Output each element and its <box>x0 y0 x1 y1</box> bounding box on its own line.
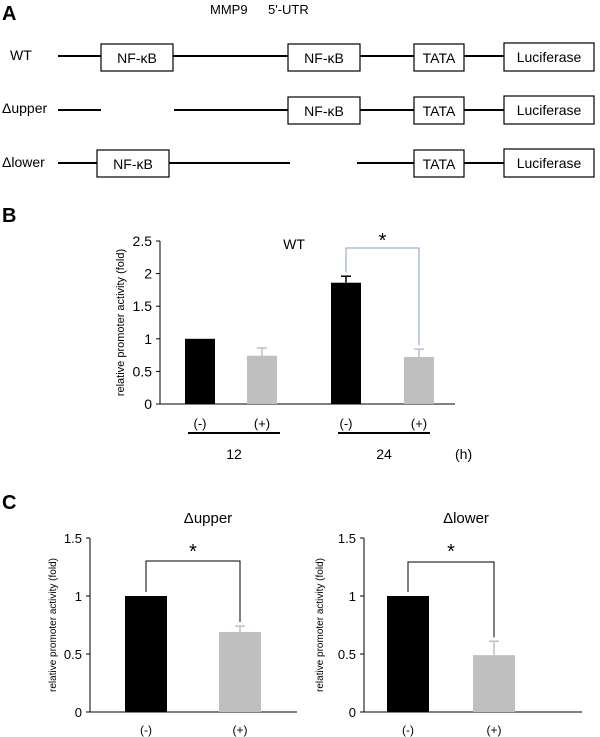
bar <box>185 338 215 404</box>
tata-box <box>413 149 465 178</box>
x-tick-label: (+) <box>487 723 502 737</box>
bar <box>125 596 167 712</box>
luciferase-box-label: Luciferase <box>517 155 582 171</box>
nfkb-box-label: NF-κB <box>304 50 344 66</box>
luciferase-box-label: Luciferase <box>517 102 582 118</box>
luciferase-box-label: Luciferase <box>517 49 582 65</box>
panel-label-c: C <box>2 492 16 514</box>
y-tick-label: 1 <box>144 331 152 347</box>
luciferase-box <box>503 95 595 125</box>
construct-row-delta-upper: Δupper NF-κB TATA Luciferase <box>2 95 595 125</box>
construct-row-delta-lower: Δlower NF-κB TATA Luciferase <box>2 148 595 178</box>
tata-box-label: TATA <box>423 103 456 119</box>
significance-bracket <box>407 561 495 638</box>
construct-label: Δupper <box>2 100 47 116</box>
x-tick-label: (-) <box>340 416 353 431</box>
panel-label-b: B <box>2 205 16 227</box>
y-tick-label: 0.5 <box>64 647 82 662</box>
bar <box>247 355 277 404</box>
chart-delta-upper: 0 0.5 1 1.5 relative promoter activity (fold… <box>48 510 297 737</box>
construct-label: WT <box>10 47 32 63</box>
x-tick-label: (-) <box>194 416 207 431</box>
significance-star: * <box>189 541 197 563</box>
x-tick-label: (+) <box>233 723 248 737</box>
y-tick-label: 1.5 <box>133 298 153 314</box>
y-tick-label: 1 <box>75 589 82 604</box>
y-tick-label: 1.5 <box>64 531 82 546</box>
significance-bracket <box>145 560 241 623</box>
chart-title: Δlower <box>443 510 489 527</box>
y-tick-label: 2.5 <box>133 233 153 249</box>
y-tick-label: 2 <box>144 266 152 282</box>
chart-title: Δupper <box>184 510 232 527</box>
y-tick-label: 0 <box>144 396 152 412</box>
y-tick-label: 0.5 <box>338 647 356 662</box>
x-tick-label: (-) <box>140 723 152 737</box>
tata-box <box>413 43 465 72</box>
bar <box>219 631 261 712</box>
significance-star: * <box>447 541 455 563</box>
bar <box>387 596 429 712</box>
y-axis-title: relative promoter activity (fold) <box>115 249 127 396</box>
panel-label-a: A <box>2 3 16 25</box>
significance-bracket <box>345 247 420 346</box>
x-tick-label: (+) <box>254 416 270 431</box>
nfkb-box <box>100 43 174 72</box>
chart-wt: 0 0.5 1 1.5 2 2.5 relative promoter activity (… <box>115 230 455 431</box>
bar <box>473 655 515 712</box>
nfkb-box <box>287 96 361 125</box>
bar <box>404 357 434 404</box>
luciferase-box <box>503 148 595 178</box>
y-tick-label: 0 <box>75 705 82 720</box>
nfkb-box-label: NF-κB <box>113 156 153 172</box>
y-tick-label: 0 <box>349 705 356 720</box>
y-axis-title: relative promoter activity (fold) <box>48 558 59 692</box>
construct-header-utr: 5'-UTR <box>268 2 309 17</box>
x-tick-label: (+) <box>411 416 427 431</box>
group-label-12h: 12 <box>226 446 242 462</box>
significance-star: * <box>379 230 387 252</box>
time-group-labels: 12 24 (h) <box>188 432 472 462</box>
y-tick-label: 1 <box>349 589 356 604</box>
tata-box <box>413 96 465 125</box>
group-label-24h: 24 <box>376 446 392 462</box>
chart-title: WT <box>283 236 305 252</box>
y-axis-title: relative promoter activity (fold) <box>315 558 326 692</box>
nfkb-box <box>96 149 170 178</box>
bar <box>331 282 361 404</box>
chart-delta-lower: 0 0.5 1 1.5 relative promoter activity (fold… <box>315 510 582 737</box>
construct-label: Δlower <box>2 154 45 170</box>
luciferase-box <box>503 42 595 72</box>
construct-row-wt: WT NF-κB NF-κB TATA Luciferase <box>10 42 595 72</box>
x-tick-label: (-) <box>402 723 414 737</box>
tata-box-label: TATA <box>423 50 456 66</box>
nfkb-box-label: NF-κB <box>117 50 157 66</box>
y-tick-label: 0.5 <box>133 363 153 379</box>
y-tick-label: 1.5 <box>338 531 356 546</box>
nfkb-box <box>287 43 361 72</box>
construct-header-mmp9: MMP9 <box>210 2 248 17</box>
unit-label-hours: (h) <box>455 446 472 462</box>
tata-box-label: TATA <box>423 156 456 172</box>
nfkb-box-label: NF-κB <box>304 103 344 119</box>
